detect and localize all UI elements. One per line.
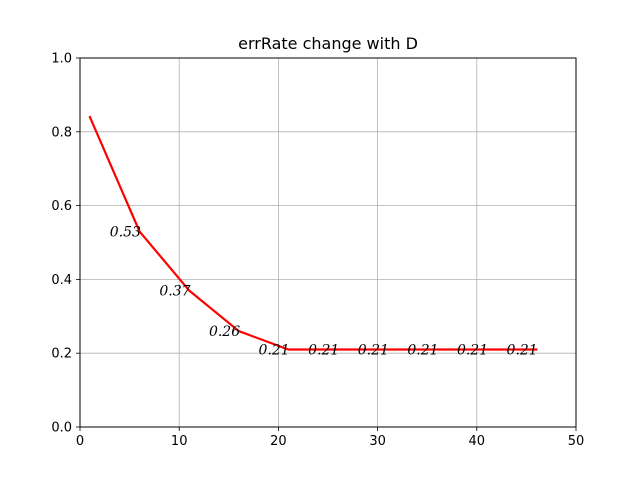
plot-area-frame (79, 57, 577, 428)
x-tick-label: 0 (76, 434, 84, 449)
data-label: 0.37 (159, 283, 190, 299)
y-tick-label: 0.8 (51, 125, 72, 140)
series-layer (88, 115, 538, 351)
data-label: 0.21 (259, 343, 290, 359)
data-label: 0.21 (308, 343, 339, 359)
axis-ticks: 0 10 20 30 40 50 0.0 0.2 0.4 0.6 0.8 1.0 (51, 52, 584, 450)
y-tick-label: 1.0 (51, 52, 72, 67)
y-tick-label: 0.4 (51, 273, 72, 288)
data-label: 0.53 (110, 224, 141, 240)
x-tick-label: 20 (270, 434, 287, 449)
y-tick-label: 0.0 (51, 421, 72, 436)
chart-title: errRate change with D (238, 34, 418, 53)
data-label: 0.21 (457, 343, 488, 359)
grid-lines (79, 57, 577, 428)
y-tick-label: 0.6 (51, 199, 72, 214)
data-label: 0.21 (358, 343, 389, 359)
data-label: 0.26 (209, 324, 240, 340)
data-labels: 0.53 0.37 0.26 0.21 0.21 0.21 0.21 0.21 0.21 (110, 224, 538, 358)
x-tick-label: 30 (369, 434, 386, 449)
series-line (88, 115, 538, 351)
x-tick-label: 40 (469, 434, 486, 449)
x-tick-label: 10 (171, 434, 188, 449)
x-tick-label: 50 (568, 434, 585, 449)
data-label: 0.21 (407, 343, 438, 359)
y-tick-label: 0.2 (51, 347, 72, 362)
data-label: 0.21 (507, 343, 538, 359)
